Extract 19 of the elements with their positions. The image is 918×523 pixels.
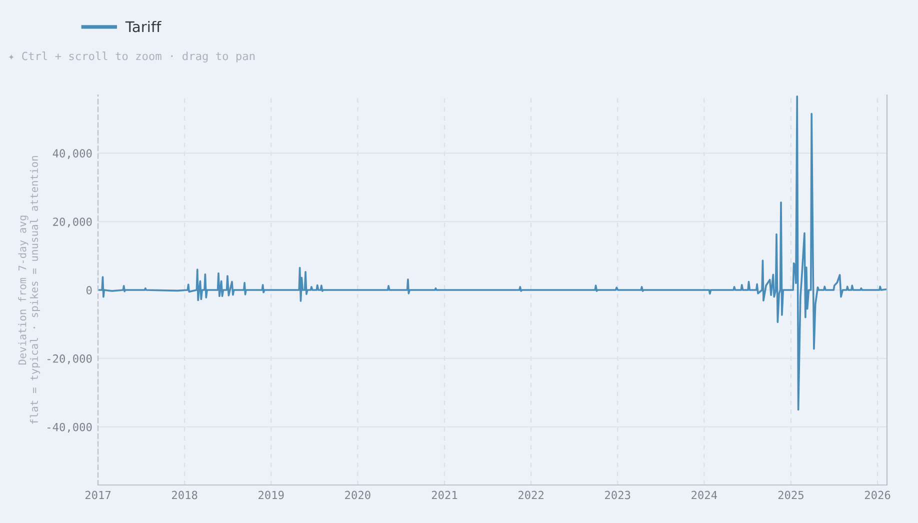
line-series bbox=[98, 95, 887, 411]
x-tick-label: 2025 bbox=[778, 490, 804, 500]
y-tick-label: -40,000 bbox=[48, 422, 92, 433]
x-tick-label: 2020 bbox=[345, 490, 370, 500]
x-tick-label: 2022 bbox=[518, 490, 544, 500]
y-tick-label: -20,000 bbox=[48, 354, 92, 364]
y-tick-label: 0 bbox=[86, 286, 92, 294]
x-tick-label: 2021 bbox=[432, 490, 458, 500]
x-tick-label: 2018 bbox=[172, 490, 198, 500]
text: ✦ Ctrl + scroll to zoom · drag to pan bbox=[8, 52, 255, 62]
x-tick-label: 2019 bbox=[258, 490, 284, 500]
x-tick-label: 2024 bbox=[692, 490, 718, 500]
x-tick-label: 2017 bbox=[85, 490, 111, 500]
legend-label: Tariff bbox=[125, 20, 162, 32]
y-tick-label: 20,000 bbox=[53, 218, 92, 228]
y-tick-label: 40,000 bbox=[52, 149, 92, 159]
y-axis-title: Deviation from 7-day avg flat = typical · spikes = unusual attention bbox=[18, 156, 40, 424]
x-tick-label: 2026 bbox=[864, 490, 890, 500]
x-tick-label: 2023 bbox=[605, 490, 630, 500]
